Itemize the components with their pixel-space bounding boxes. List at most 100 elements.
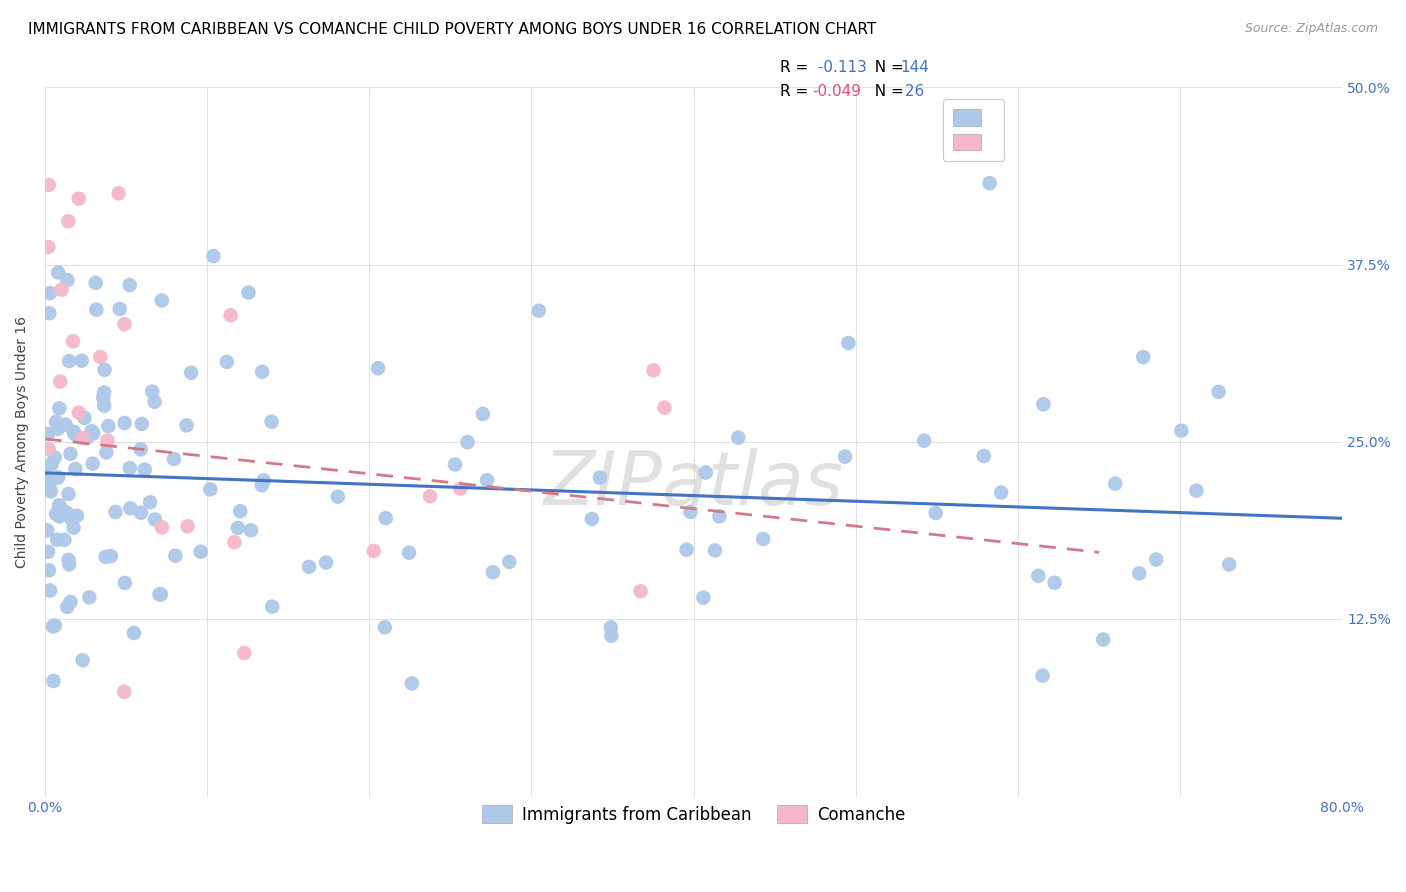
Point bbox=[240, 524, 263, 538]
Point bbox=[94, 549, 117, 564]
Point bbox=[233, 646, 256, 660]
Point bbox=[150, 293, 173, 308]
Point bbox=[139, 495, 162, 509]
Point bbox=[190, 545, 212, 559]
Text: Source: ZipAtlas.com: Source: ZipAtlas.com bbox=[1244, 22, 1378, 36]
Point bbox=[250, 478, 273, 492]
Point bbox=[229, 504, 252, 518]
Point bbox=[226, 521, 249, 535]
Point bbox=[38, 178, 60, 192]
Point bbox=[82, 426, 104, 441]
Point bbox=[143, 394, 166, 409]
Point bbox=[53, 533, 76, 547]
Point bbox=[482, 565, 505, 579]
Point bbox=[599, 620, 621, 634]
Point bbox=[39, 286, 62, 301]
Point bbox=[55, 417, 77, 432]
Legend: Immigrants from Caribbean, Comanche: Immigrants from Caribbean, Comanche bbox=[472, 795, 915, 834]
Point bbox=[63, 426, 86, 441]
Point bbox=[990, 485, 1012, 500]
Point bbox=[93, 363, 115, 377]
Point bbox=[643, 363, 665, 377]
Point bbox=[367, 361, 389, 376]
Point bbox=[75, 431, 97, 445]
Point bbox=[58, 214, 80, 228]
Point bbox=[44, 618, 66, 632]
Point bbox=[38, 442, 60, 457]
Point bbox=[70, 353, 93, 368]
Point bbox=[49, 375, 72, 389]
Text: N =: N = bbox=[865, 85, 908, 99]
Point bbox=[457, 435, 479, 450]
Point bbox=[58, 558, 80, 572]
Point bbox=[326, 490, 349, 504]
Point bbox=[131, 417, 153, 431]
Point bbox=[180, 366, 202, 380]
Point bbox=[51, 283, 73, 297]
Point bbox=[752, 532, 775, 546]
Point bbox=[224, 535, 246, 549]
Point bbox=[39, 484, 62, 499]
Point bbox=[48, 509, 70, 524]
Point bbox=[38, 563, 60, 577]
Point bbox=[89, 350, 111, 364]
Point bbox=[252, 474, 274, 488]
Point bbox=[118, 278, 141, 293]
Point bbox=[148, 587, 170, 601]
Point bbox=[471, 407, 494, 421]
Point bbox=[149, 587, 172, 601]
Point bbox=[129, 506, 152, 520]
Point bbox=[35, 478, 58, 492]
Point bbox=[176, 519, 198, 533]
Point bbox=[695, 466, 717, 480]
Point bbox=[100, 549, 122, 563]
Point bbox=[398, 546, 420, 560]
Point bbox=[979, 176, 1001, 190]
Point bbox=[675, 542, 697, 557]
Point bbox=[262, 599, 284, 614]
Point bbox=[38, 477, 60, 491]
Point bbox=[589, 470, 612, 484]
Text: -0.049: -0.049 bbox=[813, 85, 862, 99]
Point bbox=[1032, 397, 1054, 411]
Point bbox=[1128, 566, 1150, 581]
Point bbox=[727, 431, 749, 445]
Point bbox=[924, 506, 946, 520]
Point bbox=[219, 308, 242, 322]
Point bbox=[374, 511, 396, 525]
Text: R =: R = bbox=[780, 61, 814, 75]
Point bbox=[527, 303, 550, 318]
Text: 26: 26 bbox=[900, 85, 924, 99]
Point bbox=[72, 653, 94, 667]
Point bbox=[498, 555, 520, 569]
Y-axis label: Child Poverty Among Boys Under 16: Child Poverty Among Boys Under 16 bbox=[15, 316, 30, 567]
Point bbox=[973, 449, 995, 463]
Text: N =: N = bbox=[865, 61, 908, 75]
Point bbox=[62, 521, 84, 535]
Point bbox=[44, 450, 66, 465]
Point bbox=[46, 265, 69, 279]
Point bbox=[39, 583, 62, 598]
Point bbox=[46, 533, 69, 547]
Point bbox=[163, 452, 186, 467]
Point bbox=[1104, 476, 1126, 491]
Point bbox=[59, 447, 82, 461]
Point bbox=[62, 425, 84, 439]
Point bbox=[202, 249, 225, 263]
Point bbox=[298, 559, 321, 574]
Point bbox=[41, 457, 63, 471]
Point bbox=[419, 489, 441, 503]
Point bbox=[118, 461, 141, 475]
Point bbox=[709, 509, 731, 524]
Point bbox=[114, 416, 136, 430]
Point bbox=[444, 458, 467, 472]
Point bbox=[56, 273, 79, 287]
Point bbox=[679, 505, 702, 519]
Point bbox=[73, 411, 96, 425]
Point bbox=[176, 418, 198, 433]
Point bbox=[58, 487, 80, 501]
Point bbox=[134, 462, 156, 476]
Point bbox=[42, 673, 65, 688]
Point bbox=[600, 629, 623, 643]
Point bbox=[48, 401, 70, 416]
